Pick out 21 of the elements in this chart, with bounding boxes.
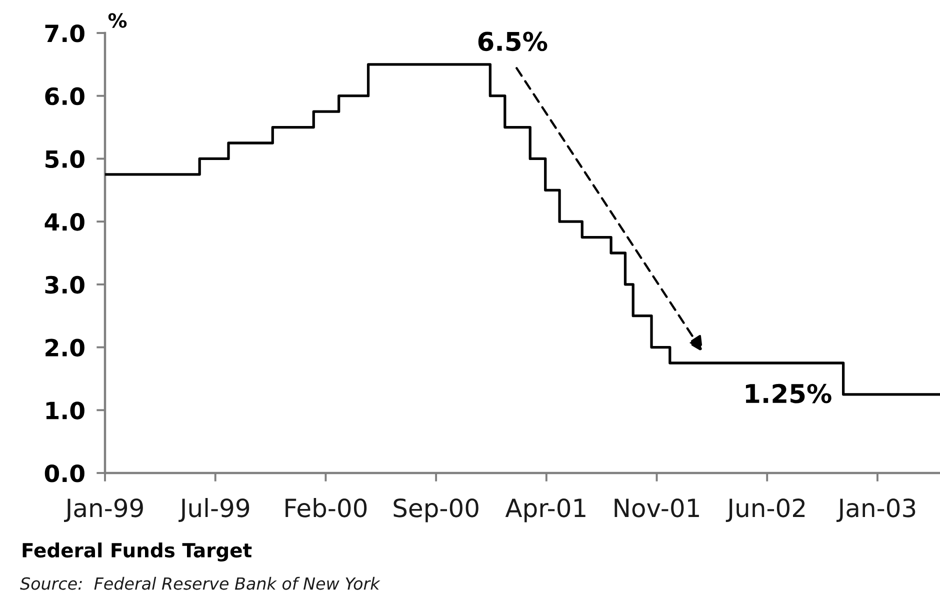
y-tick-label: 2.0 — [46, 338, 84, 357]
x-tick-label: Apr-01 — [505, 498, 586, 522]
y-tick-label: 0.0 — [44, 464, 84, 482]
x-tick-label: Sep-00 — [394, 498, 478, 522]
x-tick-label: Jan-03 — [836, 498, 916, 522]
y-tick-label: 4.0 — [44, 213, 84, 231]
annotation: 6.5% — [478, 32, 548, 52]
source-note: Source: Federal Reserve Bank of New York — [20, 576, 380, 590]
text: Federal Funds Target — [22, 542, 252, 562]
y-tick-label: 7.0 — [45, 24, 84, 42]
x-tick-label: Jun-02 — [726, 498, 805, 522]
y-tick-label: 5.0 — [46, 150, 84, 168]
annotation: 1.25% — [746, 384, 832, 404]
y-tick-label: 1.0 — [46, 402, 84, 420]
y-axis-title: % — [108, 13, 127, 28]
x-tick-label: Feb-00 — [286, 498, 367, 518]
y-tick-label: 6.0 — [45, 87, 84, 106]
x-tick-label: Jul-99 — [178, 498, 250, 522]
y-tick-label: 3.0 — [45, 276, 84, 294]
x-tick-label: Jan-99 — [64, 498, 143, 522]
x-tick-label: Nov-01 — [614, 498, 699, 518]
